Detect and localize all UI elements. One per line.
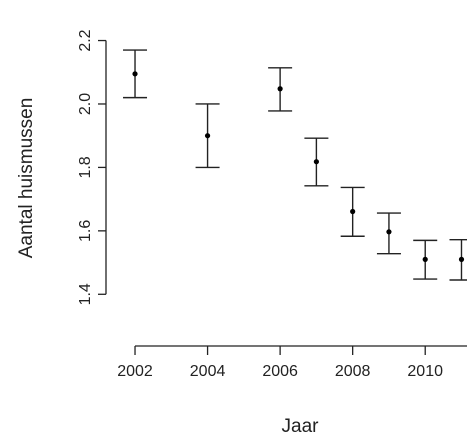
x-tick-label: 2006 xyxy=(262,363,298,380)
y-tick-label: 1.6 xyxy=(77,220,94,242)
y-tick-label: 1.4 xyxy=(77,283,94,305)
x-axis-title: Jaar xyxy=(282,416,320,437)
y-axis: 1.4 1.6 1.8 2.0 2.2 xyxy=(77,29,107,305)
data-point xyxy=(132,71,138,77)
data-point xyxy=(458,256,465,262)
data-point xyxy=(277,86,283,92)
y-tick-label: 2.0 xyxy=(77,93,94,115)
data-point xyxy=(204,133,211,139)
plot-area xyxy=(123,49,467,281)
data-point xyxy=(386,229,392,235)
x-tick-label: 2004 xyxy=(190,363,226,380)
x-tick-label: 2010 xyxy=(407,363,443,380)
y-tick-label: 1.8 xyxy=(77,156,94,178)
x-axis: 2002 2004 2006 2008 2010 xyxy=(117,345,467,380)
x-tick-label: 2002 xyxy=(117,363,153,380)
data-point xyxy=(422,256,428,262)
data-point xyxy=(313,159,319,165)
x-tick-label: 2008 xyxy=(335,363,371,380)
y-axis-title: Aantal huismussen xyxy=(16,98,37,259)
data-point xyxy=(350,208,356,215)
y-tick-label: 2.2 xyxy=(77,29,94,51)
